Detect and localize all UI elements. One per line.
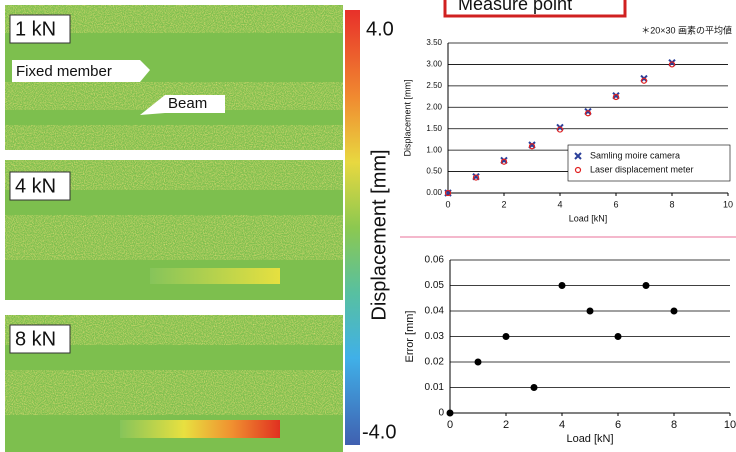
point — [668, 61, 676, 68]
legend-marker — [574, 166, 582, 174]
x-axis-label: Load [kN] — [566, 433, 613, 445]
point — [556, 126, 564, 133]
noise — [5, 370, 343, 415]
point — [502, 333, 510, 340]
label-box — [9, 14, 71, 44]
x-tick-label: 4 — [559, 419, 565, 431]
point — [474, 358, 482, 366]
y-tick-label: 0.00 — [426, 188, 442, 197]
legend-marker — [574, 152, 582, 160]
panel-label: 8 kN — [15, 328, 56, 350]
x-tick-label: 8 — [669, 199, 674, 209]
x-tick-label: 6 — [615, 419, 621, 431]
y-tick-label: 1.00 — [426, 145, 442, 154]
y-tick-label: 0.06 — [425, 255, 445, 266]
note: ＊20×30 画素の平均値 — [641, 24, 732, 35]
point — [444, 189, 452, 197]
y-tick-label: 0.02 — [425, 357, 445, 368]
callout — [140, 95, 225, 115]
x-tick-label: 2 — [501, 199, 506, 209]
y-tick-label: 3.50 — [426, 38, 442, 47]
legend-label: Laser displacement meter — [590, 164, 694, 174]
point — [558, 282, 566, 289]
point — [530, 384, 538, 391]
y-tick-label: 2.50 — [426, 81, 442, 90]
y-axis-label: Error [mm] — [404, 311, 416, 363]
y-axis-label: Displacement [mm] — [402, 79, 412, 156]
colorbar-min: -4.0 — [362, 421, 396, 443]
point — [612, 93, 620, 101]
y-tick-label: 2.00 — [426, 102, 442, 111]
x-tick-label: 0 — [445, 199, 450, 209]
x-axis-label: Load [kN] — [569, 213, 608, 223]
legend-box — [567, 144, 731, 182]
panel-label: 4 kN — [15, 175, 56, 197]
beam — [150, 268, 280, 284]
x-tick-label: 2 — [503, 419, 509, 431]
y-tick-label: 1.50 — [426, 124, 442, 133]
noise — [5, 125, 343, 150]
y-tick-label: 0.01 — [425, 382, 445, 393]
y-tick-label: 3.00 — [426, 60, 442, 69]
y-tick-label: 0 — [438, 408, 444, 419]
colorbar-max: 4.0 — [366, 18, 394, 40]
beam — [120, 420, 280, 438]
colorbar-label: Displacement [mm] — [368, 149, 390, 320]
x-tick-label: 0 — [447, 419, 453, 431]
point — [670, 307, 678, 315]
legend-label: Samling moire camera — [590, 150, 680, 160]
y-tick-label: 0.50 — [426, 167, 442, 176]
y-tick-label: 0.04 — [425, 306, 445, 317]
point — [584, 110, 592, 117]
y-tick-label: 0.05 — [425, 280, 445, 291]
label-box — [9, 324, 71, 354]
point — [446, 409, 454, 417]
point — [640, 77, 648, 84]
point — [614, 333, 622, 340]
point — [472, 174, 480, 181]
noise — [5, 215, 343, 260]
measure-box — [443, 0, 627, 18]
x-tick-label: 4 — [557, 199, 562, 209]
annotation: Beam — [168, 95, 207, 112]
point — [528, 143, 536, 150]
header-fragment: Measure point — [458, 0, 572, 14]
point — [586, 307, 594, 315]
annotation: Fixed member — [16, 63, 112, 80]
x-tick-label: 8 — [671, 419, 677, 431]
label-box — [9, 171, 71, 201]
panel-label: 1 kN — [15, 18, 56, 40]
x-tick-label: 10 — [724, 419, 736, 431]
point — [500, 158, 508, 165]
panels: 1 kN Fixed member Beam 4 kN 8 kN — [5, 5, 343, 452]
x-tick-label: 10 — [723, 199, 733, 209]
x-tick-label: 6 — [613, 199, 618, 209]
colorbar — [345, 10, 360, 445]
y-tick-label: 0.03 — [425, 331, 445, 342]
point — [642, 282, 650, 289]
callout — [12, 60, 150, 82]
